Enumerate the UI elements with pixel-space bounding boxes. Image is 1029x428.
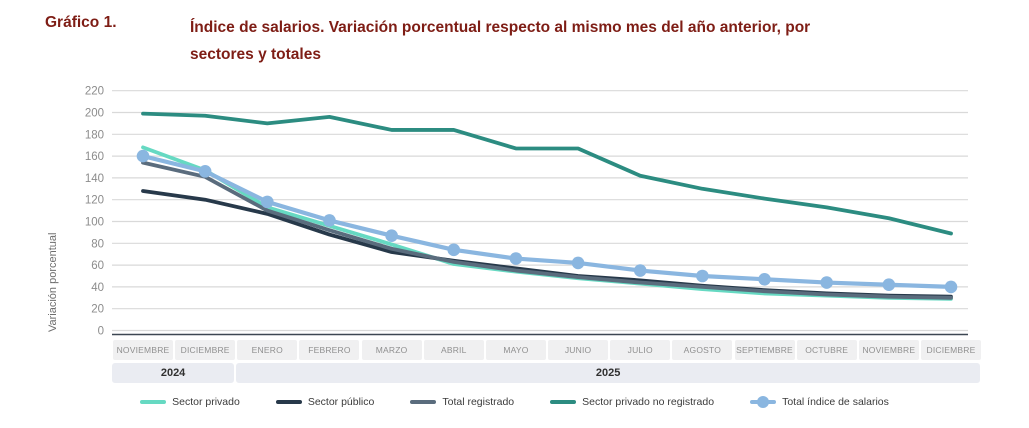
month-label: DICIEMBRE bbox=[175, 340, 236, 360]
title-line-1: Índice de salarios. Variación porcentual… bbox=[190, 19, 811, 36]
legend-item-sector-publico: Sector público bbox=[275, 396, 375, 408]
month-label: MAYO bbox=[485, 340, 546, 360]
y-tick-label: 160 bbox=[85, 151, 104, 163]
month-label: NOVIEMBRE bbox=[858, 340, 919, 360]
y-tick-label: 140 bbox=[85, 173, 104, 185]
series-marker-total-indice-de-salarios bbox=[447, 243, 461, 257]
series-line-sector-privado bbox=[141, 145, 953, 301]
legend-item-sector-privado: Sector privado bbox=[140, 396, 240, 408]
series-marker-total-indice-de-salarios bbox=[261, 195, 274, 209]
year-label-2024: 2024 bbox=[112, 363, 235, 383]
y-tick-label: 0 bbox=[98, 326, 104, 338]
figure-number: Gráfico 1. bbox=[45, 14, 117, 31]
y-tick-label: 20 bbox=[91, 304, 104, 316]
chart-legend: Sector privado Sector público Total regist… bbox=[0, 396, 1029, 408]
legend-label: Sector privado bbox=[172, 396, 240, 408]
month-label: ENERO bbox=[237, 340, 298, 360]
legend-item-total-indice-de-salarios: Total índice de salarios bbox=[750, 396, 889, 408]
y-tick-label: 220 bbox=[85, 86, 104, 98]
series-marker-total-indice-de-salarios bbox=[696, 269, 709, 283]
month-label: JUNIO bbox=[548, 340, 609, 360]
legend-swatch-icon bbox=[750, 396, 777, 408]
month-label: ABRIL bbox=[423, 340, 484, 360]
legend-swatch-icon bbox=[275, 400, 302, 404]
series-marker-total-indice-de-salarios bbox=[820, 276, 833, 289]
legend-label: Sector privado no registrado bbox=[582, 396, 715, 408]
series-marker-total-indice-de-salarios bbox=[571, 256, 585, 270]
y-tick-label: 60 bbox=[91, 260, 104, 272]
month-label: MARZO bbox=[361, 340, 422, 360]
y-tick-label: 120 bbox=[85, 195, 104, 207]
legend-item-total-registrado: Total registrado bbox=[410, 396, 514, 408]
legend-item-sector-privado-no-registrado: Sector privado no registrado bbox=[550, 396, 714, 408]
series-marker-total-indice-de-salarios bbox=[198, 165, 212, 178]
legend-swatch-icon bbox=[550, 400, 577, 404]
month-label: OCTUBRE bbox=[796, 340, 857, 360]
legend-swatch-icon bbox=[140, 400, 167, 404]
series-marker-total-indice-de-salarios bbox=[136, 149, 150, 163]
month-label: FEBRERO bbox=[299, 340, 360, 360]
series-line-sector-privado-no-registrado bbox=[141, 111, 953, 236]
title-line-2: sectores y totales bbox=[190, 46, 321, 63]
month-label: NOVIEMBRE bbox=[113, 340, 173, 360]
series-marker-total-indice-de-salarios bbox=[323, 214, 336, 227]
y-tick-label: 40 bbox=[91, 282, 104, 294]
series-marker-total-indice-de-salarios bbox=[758, 272, 771, 286]
series-marker-total-indice-de-salarios bbox=[385, 229, 398, 242]
legend-label: Total registrado bbox=[442, 396, 515, 408]
series-line-total-indice-de-salarios bbox=[140, 154, 954, 289]
series-marker-total-indice-de-salarios bbox=[944, 280, 958, 294]
series-marker-total-indice-de-salarios bbox=[509, 252, 523, 265]
month-label: SEPTIEMBRE bbox=[734, 340, 795, 360]
page-title: Índice de salarios. Variación porcentual… bbox=[190, 14, 980, 68]
legend-swatch-icon bbox=[410, 400, 437, 404]
series-marker-total-indice-de-salarios bbox=[633, 264, 647, 277]
y-tick-label: 200 bbox=[85, 108, 104, 120]
y-tick-label: 100 bbox=[85, 217, 104, 229]
legend-label: Sector público bbox=[307, 396, 375, 408]
series-marker-total-indice-de-salarios bbox=[882, 278, 896, 292]
legend-marker-dot-icon bbox=[757, 396, 770, 408]
legend-label: Total índice de salarios bbox=[782, 396, 889, 408]
y-tick-label: 180 bbox=[85, 129, 104, 141]
year-label-2025: 2025 bbox=[236, 363, 980, 383]
month-label: DICIEMBRE bbox=[921, 340, 981, 360]
month-label: AGOSTO bbox=[672, 340, 733, 360]
y-tick-label: 80 bbox=[91, 238, 104, 250]
month-label: JULIO bbox=[610, 340, 671, 360]
series-line-total-registrado bbox=[141, 160, 953, 300]
